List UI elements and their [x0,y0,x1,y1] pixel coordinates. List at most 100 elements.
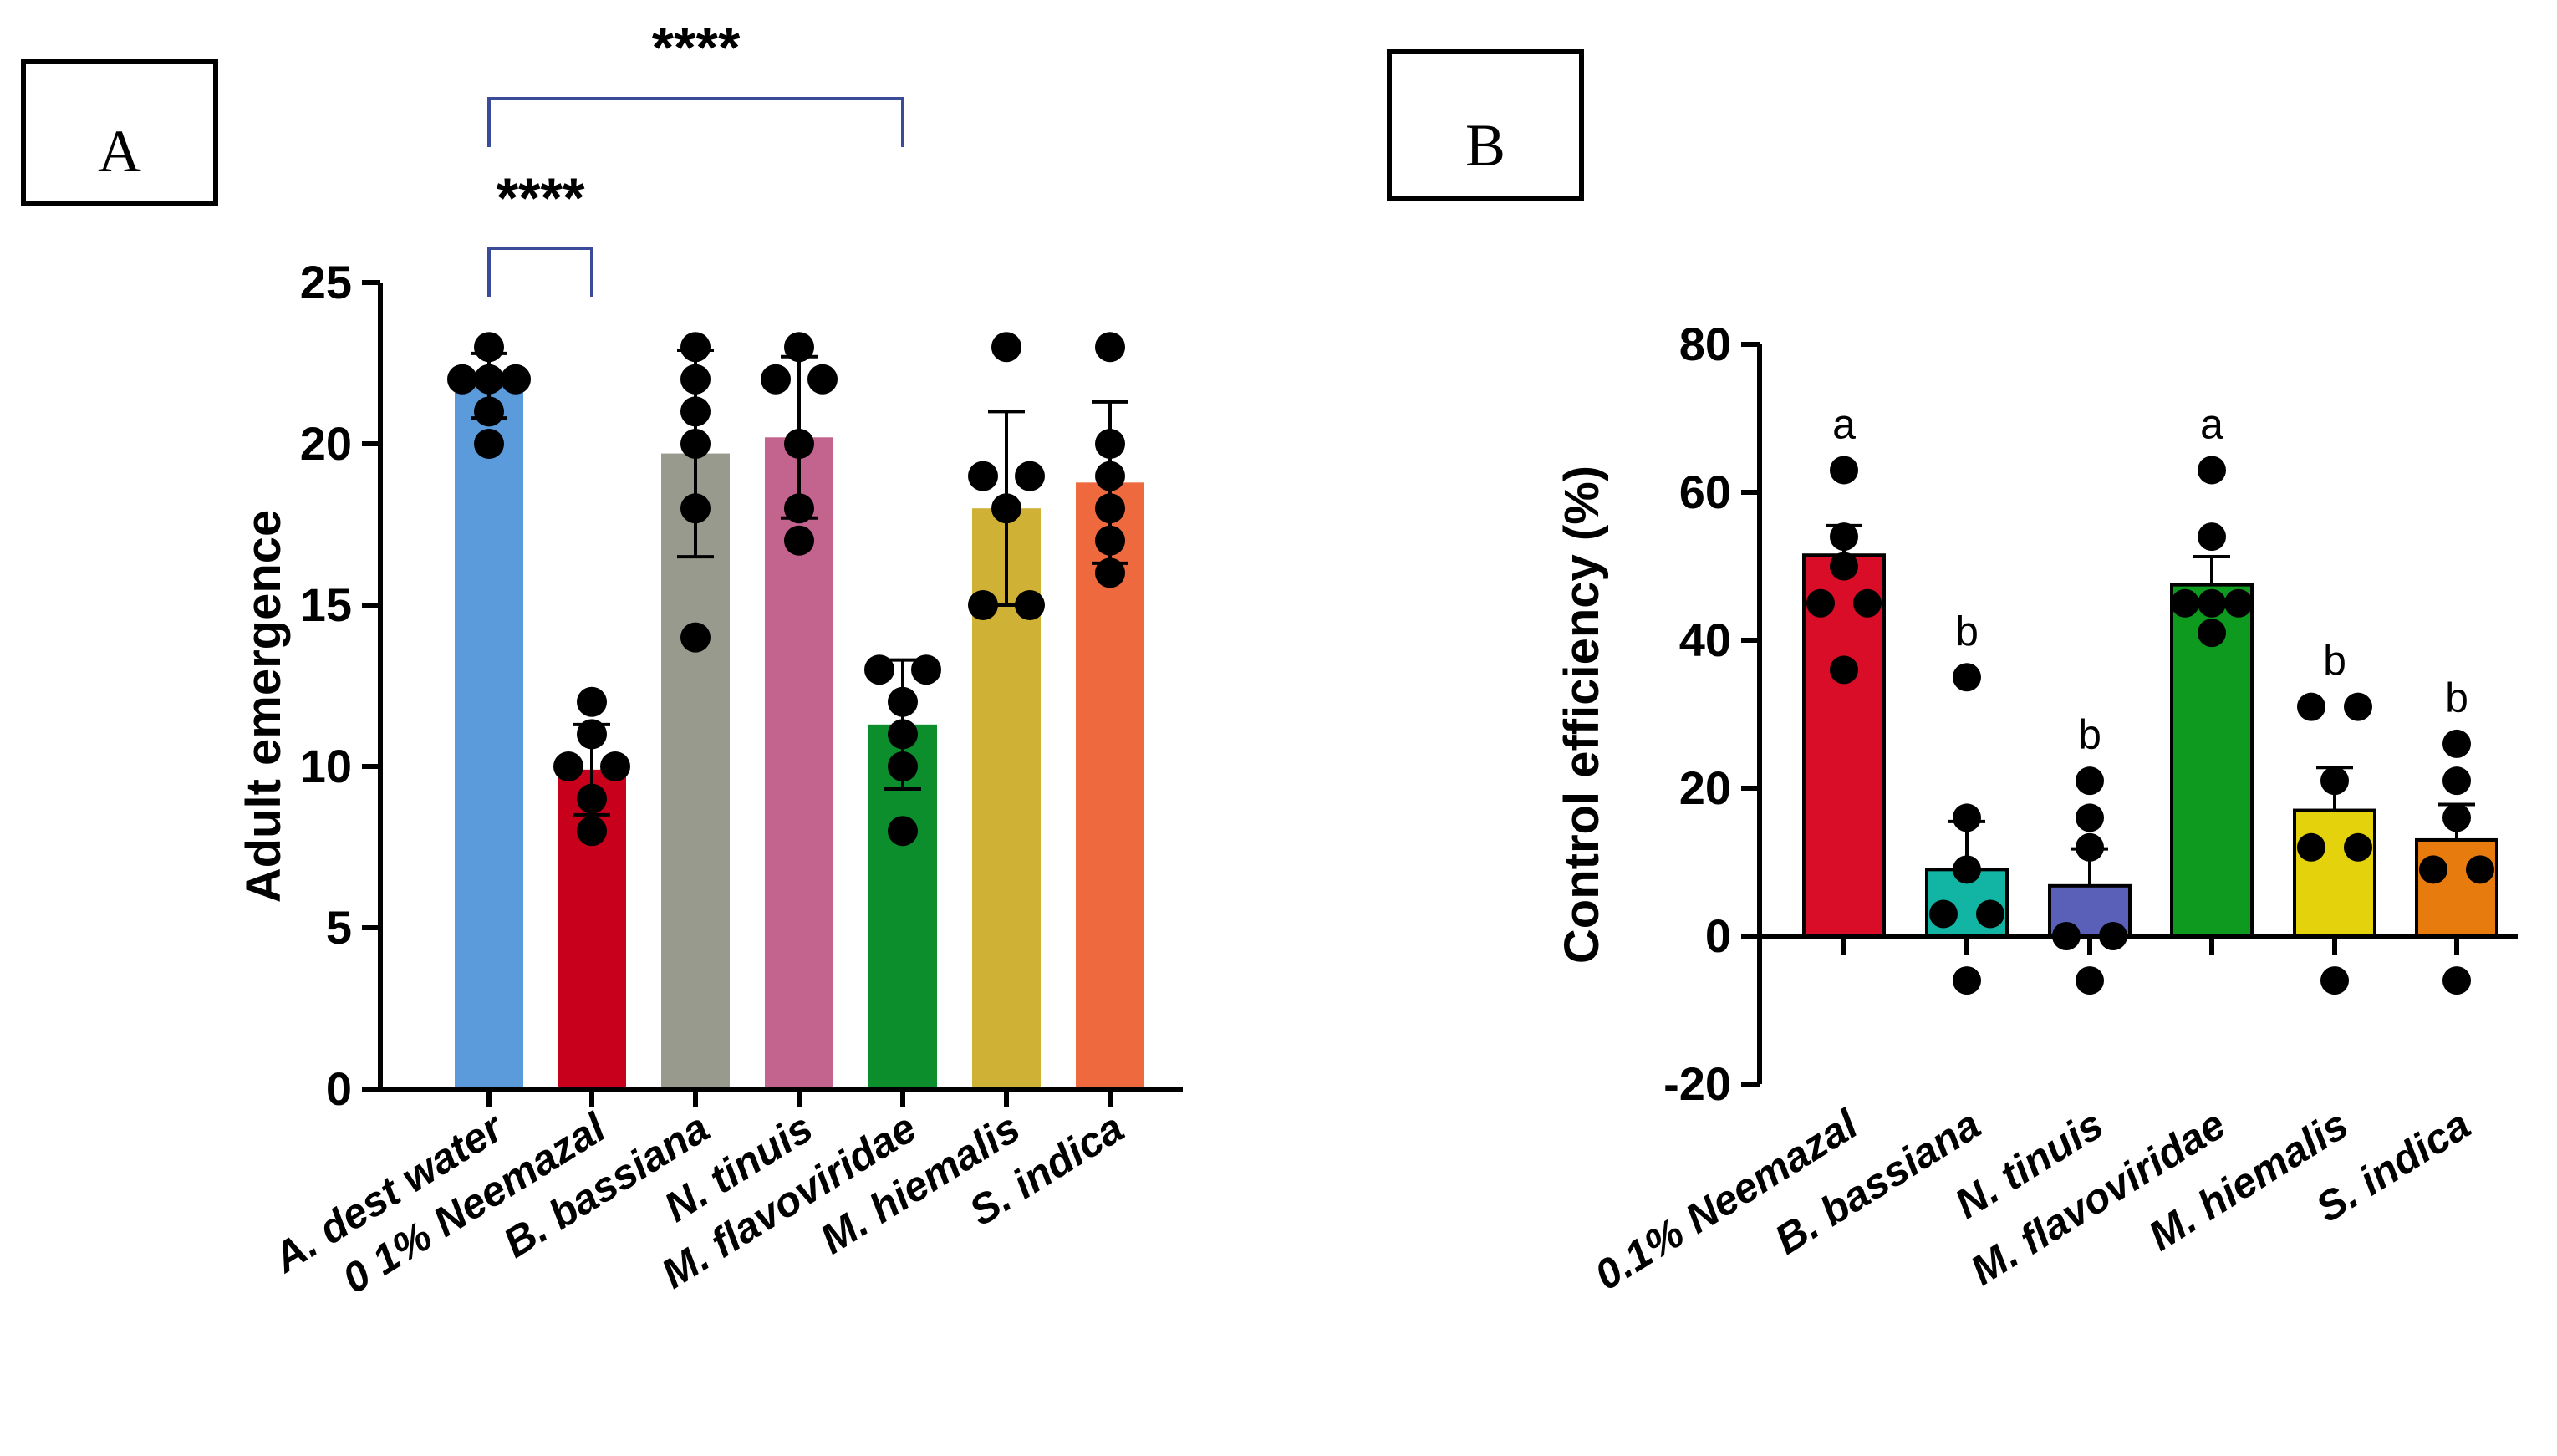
panel-b-data-point [1830,552,1858,581]
panel-b-data-point [2297,692,2325,721]
panel-a-data-point [807,364,838,395]
panel-b-y-axis-title: Control efficiency (%) [1555,466,1609,964]
panel-b-data-point [2466,855,2494,884]
panel-b-data-point [2076,832,2104,862]
panel-a-y-tick-label: 15 [300,578,352,631]
panel-a-significance-bracket [487,247,593,297]
panel-b-group-letter: a [2200,400,2223,447]
panel-b-data-point [2442,766,2471,796]
panel-a-data-point [784,429,814,459]
panel-a-data-point [680,429,711,459]
panel-a-data-point [577,719,607,750]
panel-b-data-point [2419,855,2447,884]
panel-b-bar [2415,837,2498,939]
panel-a-data-point [968,461,998,491]
panel-a-data-point [1015,590,1045,620]
panel-a-data-point [784,525,814,556]
panel-b-label-box [1387,49,1584,201]
panel-b-data-point [1953,855,1981,884]
panel-a-data-point [680,332,711,363]
panel-a-bar [661,453,730,1089]
panel-a-data-point [784,493,814,524]
panel-a-y-axis-title: Adult emergence [237,510,291,904]
panel-a-data-point [1095,332,1125,363]
panel-a-data-point [991,332,1021,363]
panel-a-data-point [888,719,918,750]
panel-b-data-point [2076,803,2104,832]
panel-a-data-point [991,493,1021,524]
panel-a-label: A [98,118,141,185]
panel-b-y-tick-label: 0 [1705,909,1731,962]
panel-b-data-point [1976,899,2004,929]
panel-b-data-point [2076,966,2104,995]
panel-b-data-point [2198,619,2226,648]
panel-a-bar [455,385,523,1089]
panel-b-data-point [2297,832,2325,862]
panel-b-data-point [2171,588,2199,618]
panel-a-data-point [553,751,583,781]
panel-a-data-point [784,332,814,363]
panel-b-data-point [2076,766,2104,796]
panel-b-data-point [2442,966,2471,995]
panel-b-data-point [2320,966,2349,995]
panel-a-data-point [1095,461,1125,491]
panel-a-data-point [680,396,711,427]
panel-a-data-point [600,751,630,781]
panel-a-label-box [21,59,218,206]
panel-a-data-point [888,751,918,781]
panel-b-y-tick-label: -20 [1663,1057,1731,1110]
panel-a-data-point [474,364,504,395]
panel-b-data-point [2442,803,2471,832]
panel-a-data-point [1095,493,1125,524]
panel-b-bar [2293,808,2376,938]
panel-a-y-tick-label: 0 [326,1062,352,1115]
panel-b: B Control efficiency (%) -200204060800.1… [1387,49,2518,1299]
panel-b-data-point [2198,522,2226,552]
panel-a-data-point [501,364,531,395]
panel-a-data-point [680,364,711,395]
panel-a-data-point [888,816,918,847]
panel-b-data-point [1953,966,1981,995]
panel-a-data-point [474,429,504,459]
panel-a-data-point [474,396,504,427]
panel-a-data-point [474,332,504,363]
panel-b-y-tick-label: 40 [1679,613,1731,666]
panel-a-data-point [1095,525,1125,556]
panel-b-y-tick-label: 60 [1679,466,1731,518]
panel-a-data-point [1015,461,1045,491]
panel-a-data-point [864,654,894,685]
panel-a-data-point [577,686,607,717]
panel-a-significance-label: **** [497,166,585,230]
panel-a-y-tick-label: 25 [300,256,352,308]
panel-b-data-point [1830,522,1858,552]
panel-a-significance-bracket [487,97,904,147]
panel-a-data-point [761,364,791,395]
panel-b-data-point [1806,588,1835,618]
panel-b-group-letter: b [2445,675,2468,721]
panel-b-data-point [1929,899,1958,929]
panel-b-y-tick-label: 80 [1679,318,1731,370]
panel-b-data-point [2224,588,2253,618]
panel-b-data-point [2442,729,2471,758]
panel-b-data-point [2344,832,2372,862]
panel-b-data-point [1830,655,1858,685]
panel-a-data-point [911,654,941,685]
panel-b-data-point [2344,692,2372,721]
panel-b-data-point [1953,663,1981,692]
panel-a-data-point [577,816,607,847]
panel-b-label: B [1465,112,1505,179]
panel-a-data-point [680,493,711,524]
panel-b-group-letter: b [2078,711,2101,758]
panel-b-data-point [2198,456,2226,485]
panel-a-data-point [968,590,998,620]
panel-b-data-point [2198,588,2226,618]
panel-b-group-letter: b [2323,638,2346,685]
panel-b-group-letter: b [1955,608,1979,654]
panel-b-data-point [1830,456,1858,485]
panel-b-data-point [1953,803,1981,832]
panel-b-data-point [1853,588,1882,618]
